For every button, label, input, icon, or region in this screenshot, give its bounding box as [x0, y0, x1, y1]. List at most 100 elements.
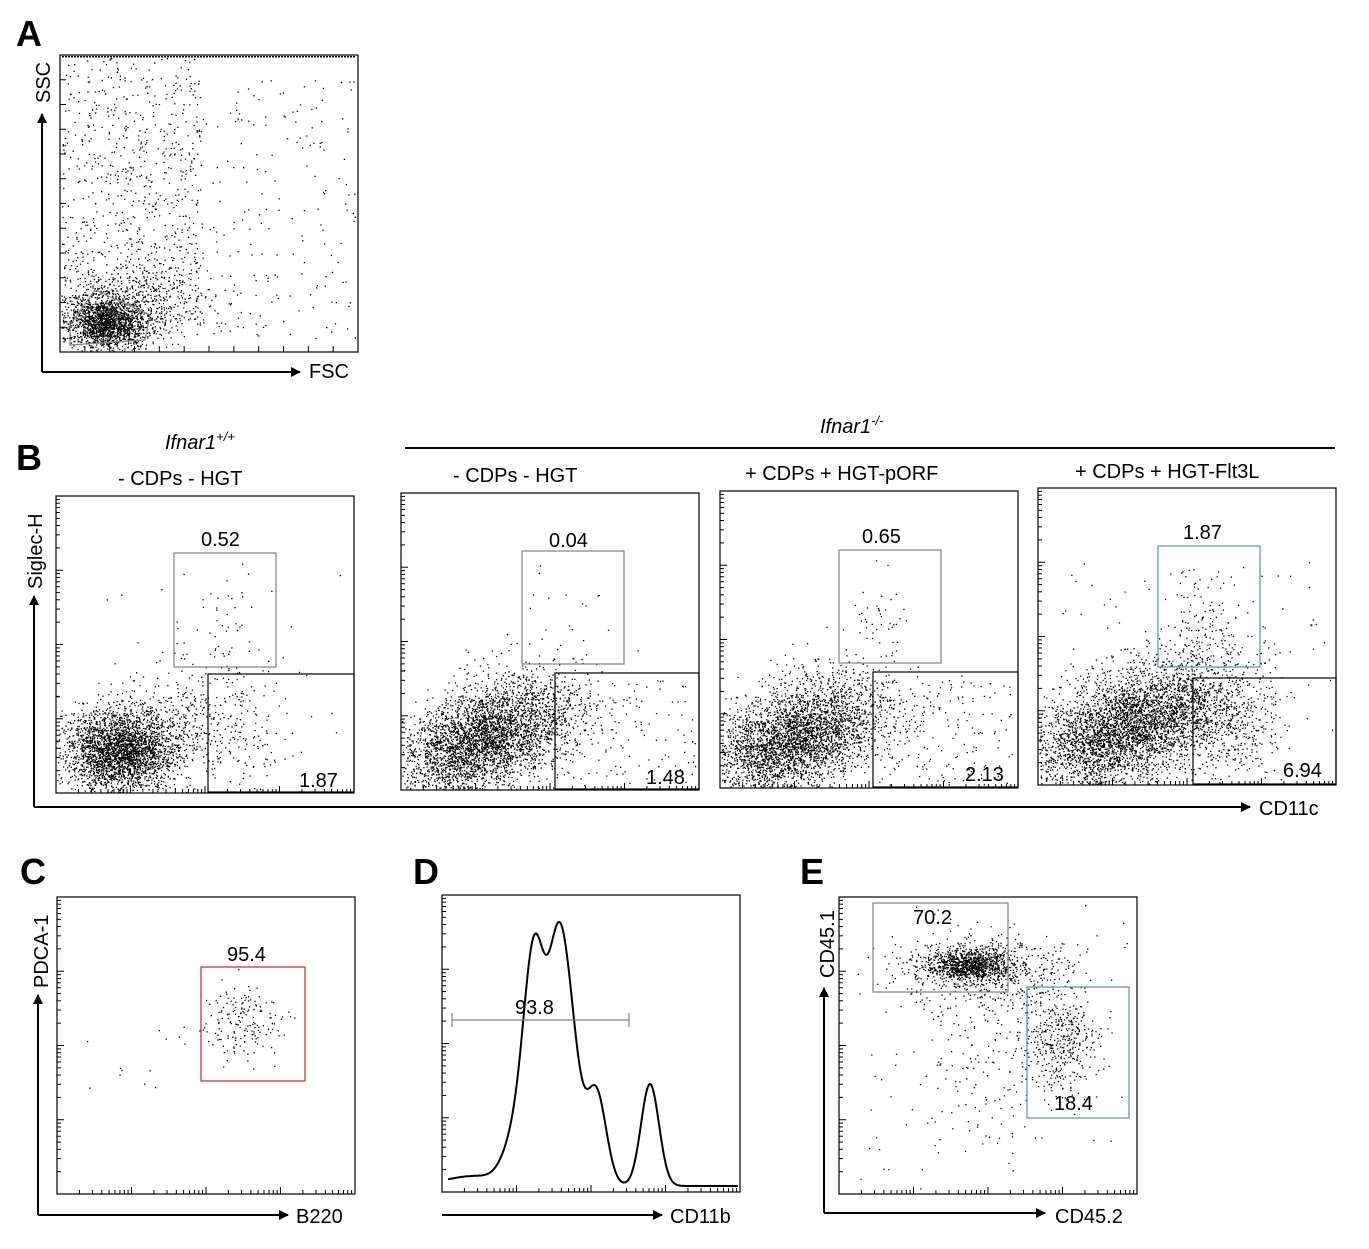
event-dot: [138, 717, 141, 720]
event-dot: [181, 258, 183, 260]
event-dot: [137, 776, 139, 778]
event-dot: [83, 746, 85, 748]
event-dot: [62, 319, 65, 321]
event-dot: [75, 756, 78, 758]
event-dot: [131, 309, 134, 311]
event-dot: [62, 338, 64, 340]
event-dot: [153, 748, 155, 750]
event-dot: [146, 81, 148, 83]
event-dot: [134, 759, 136, 762]
event-dot: [113, 320, 116, 322]
event-dot: [147, 314, 149, 316]
event-dot: [123, 749, 126, 751]
event-dot: [86, 284, 88, 286]
event-dot: [108, 138, 110, 140]
event-dot: [106, 322, 109, 324]
event-dot: [82, 757, 84, 760]
event-dot: [137, 763, 140, 766]
event-dot: [112, 765, 114, 767]
event-dot: [93, 257, 95, 259]
event-dot: [144, 196, 146, 198]
event-dot: [82, 327, 85, 329]
event-dot: [73, 756, 76, 758]
event-dot: [335, 302, 337, 304]
event-dot: [88, 319, 90, 321]
event-dot: [105, 786, 107, 788]
event-dot: [164, 322, 166, 324]
event-dot: [239, 731, 242, 734]
event-dot: [125, 264, 127, 266]
event-dot: [127, 780, 129, 782]
event-dot: [96, 328, 98, 330]
event-dot: [200, 292, 202, 294]
event-dot: [100, 334, 102, 337]
event-dot: [90, 229, 92, 231]
event-dot: [71, 303, 73, 305]
event-dot: [110, 305, 113, 308]
event-dot: [143, 287, 145, 289]
event-dot: [93, 325, 95, 327]
event-dot: [93, 773, 95, 776]
event-dot: [118, 728, 120, 730]
event-dot: [104, 718, 106, 721]
event-dot: [66, 738, 68, 740]
event-dot: [137, 307, 139, 310]
event-dot: [117, 292, 119, 295]
event-dot: [197, 190, 200, 192]
event-dot: [95, 312, 97, 314]
event-dot: [106, 764, 108, 767]
event-dot: [119, 340, 121, 342]
event-dot: [111, 327, 113, 329]
event-dot: [106, 748, 108, 750]
event-dot: [83, 327, 86, 329]
event-dot: [108, 339, 110, 342]
event-dot: [80, 228, 82, 230]
event-dot: [64, 276, 66, 278]
event-dot: [117, 727, 119, 729]
panel-a: A FSC SSC: [16, 13, 359, 383]
event-dot: [82, 260, 84, 263]
event-dot: [79, 323, 81, 326]
event-dot: [139, 263, 141, 266]
event-dot: [91, 69, 93, 71]
event-dot: [117, 316, 119, 318]
event-dot: [112, 325, 114, 327]
event-dot: [119, 727, 122, 729]
event-dot: [102, 334, 105, 336]
event-dot: [103, 241, 106, 243]
event-dot: [140, 325, 143, 327]
event-dot: [96, 344, 98, 346]
event-dot: [122, 786, 124, 788]
event-dot: [78, 337, 81, 339]
event-dot: [190, 313, 193, 315]
event-dot: [110, 318, 112, 321]
event-dot: [195, 284, 197, 287]
event-dot: [128, 282, 131, 284]
event-dot: [156, 715, 158, 717]
event-dot: [91, 168, 93, 170]
event-dot: [94, 308, 96, 311]
event-dot: [80, 336, 82, 338]
event-dot: [101, 312, 103, 315]
event-dot: [95, 706, 97, 708]
event-dot: [142, 291, 144, 293]
event-dot: [104, 324, 106, 326]
event-dot: [116, 311, 118, 313]
event-dot: [130, 345, 133, 347]
event-dot: [107, 345, 110, 347]
event-dot: [204, 297, 207, 299]
event-dot: [319, 142, 321, 144]
event-dot: [102, 733, 104, 735]
event-dot: [107, 291, 109, 294]
event-dot: [153, 246, 156, 248]
event-dot: [89, 328, 92, 330]
event-dot: [144, 143, 147, 145]
event-dot: [84, 294, 87, 296]
event-dot: [101, 767, 103, 769]
event-dot: [124, 729, 126, 731]
event-dot: [194, 311, 196, 313]
event-dot: [113, 308, 116, 310]
event-dot: [94, 322, 97, 324]
event-dot: [168, 762, 171, 764]
event-dot: [154, 330, 156, 332]
